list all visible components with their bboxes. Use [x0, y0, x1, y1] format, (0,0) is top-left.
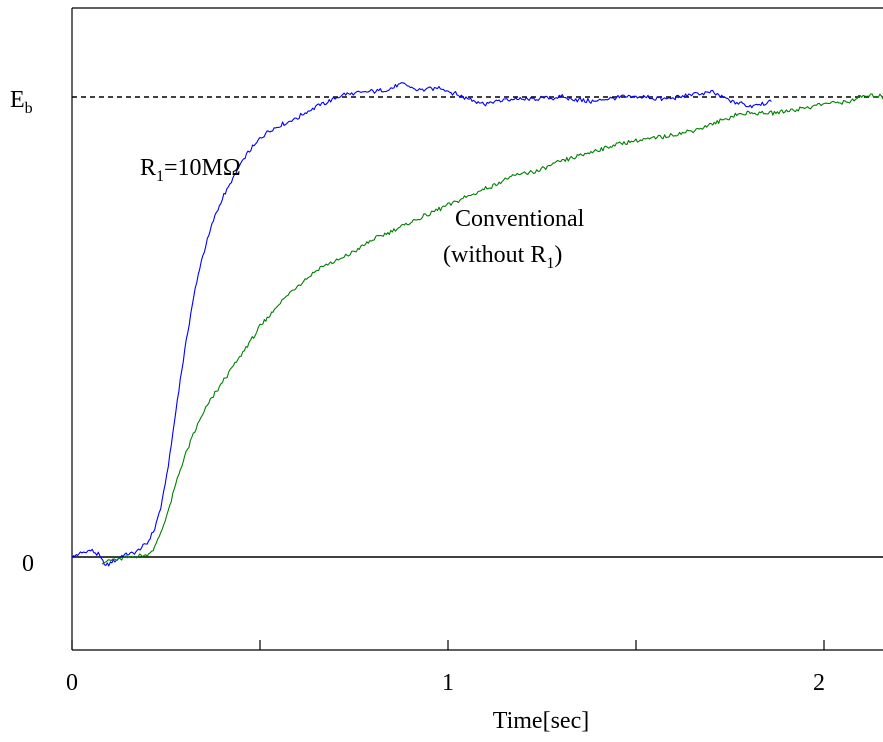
series-line-2: [101, 93, 883, 565]
x-axis-label: Time[sec]: [493, 708, 589, 734]
y-tick-label-zero: 0: [22, 551, 34, 577]
y-tick-label-eb: Eb: [10, 87, 33, 117]
x-tick-label-2: 2: [813, 670, 825, 696]
x-tick-label-0: 0: [66, 670, 78, 696]
annotation-r1: R1=10MΩ: [140, 155, 241, 185]
annotation-conventional-line1: Conventional: [455, 206, 585, 232]
series-line-1: [71, 82, 772, 567]
annotation-conventional-line2: (without R1): [443, 242, 562, 272]
ticks-group: [71, 640, 825, 650]
reference-lines: [72, 96, 883, 558]
x-tick-label-1: 1: [442, 670, 454, 696]
series-group: [71, 82, 883, 567]
plot-frame: [71, 7, 883, 651]
